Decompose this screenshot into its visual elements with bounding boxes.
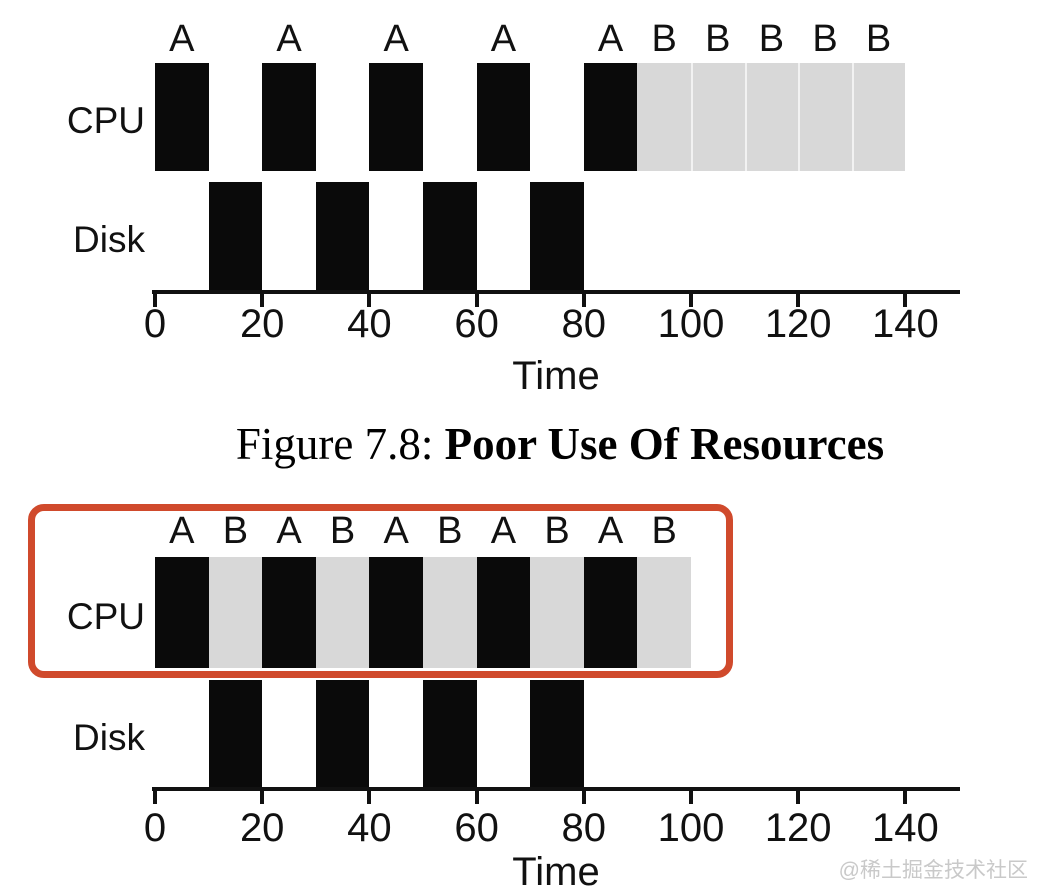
process-letter-b: B: [544, 510, 570, 552]
row-label-disk: Disk: [73, 219, 145, 260]
cpu-block-process-a: [583, 63, 638, 171]
process-letter-b: B: [865, 18, 892, 60]
cpu-block-process-b: [530, 557, 584, 668]
cpu-block-process-b: [798, 63, 852, 171]
axis-tick: [796, 787, 801, 804]
process-letter-a: A: [597, 18, 624, 60]
axis-title-time: Time: [512, 850, 600, 894]
process-letter-a: A: [597, 510, 624, 552]
figure-title: Poor Use Of Resources: [444, 419, 885, 469]
axis-tick-label: 60: [454, 302, 499, 346]
process-letter-b: B: [651, 18, 677, 60]
cpu-block-process-a: [155, 557, 209, 668]
cpu-block-process-b: [744, 63, 799, 171]
axis-tick: [153, 290, 157, 307]
axis-tick-label: 100: [657, 302, 725, 346]
axis-tick-label: 140: [872, 806, 939, 850]
axis-tick: [689, 787, 693, 804]
axis-tick-label: 20: [239, 302, 285, 346]
time-axis-line: [152, 787, 960, 791]
watermark-text: @稀土掘金技术社区: [838, 859, 1028, 882]
axis-tick: [153, 787, 157, 804]
process-letter-b: B: [651, 510, 677, 552]
cpu-block-process-a: [155, 63, 209, 171]
axis-tick: [903, 787, 908, 804]
axis-tick-label: 40: [347, 806, 392, 850]
cpu-block-process-a: [369, 63, 423, 171]
axis-tick: [581, 290, 586, 307]
cpu-block-process-b: [851, 63, 906, 171]
process-letter-b: B: [812, 18, 838, 60]
process-letter-b: B: [437, 510, 463, 552]
axis-tick-label: 120: [764, 302, 832, 346]
cpu-block-process-a: [583, 557, 638, 668]
disk-block-process-a: [208, 182, 263, 290]
axis-tick: [581, 787, 586, 804]
axis-tick-label: 80: [561, 302, 607, 346]
cpu-block-process-a: [262, 557, 316, 668]
axis-tick: [367, 290, 372, 307]
cpu-row-highlight-box: [28, 504, 733, 678]
disk-block-process-a: [208, 680, 263, 787]
figure-number: Figure 7.8:: [235, 419, 445, 469]
axis-tick-label: 80: [561, 806, 607, 850]
row-label-cpu: CPU: [66, 100, 145, 141]
process-letter-a: A: [490, 18, 517, 60]
cpu-block-process-a: [369, 557, 423, 668]
cpu-block-process-b: [637, 557, 691, 668]
row-label-disk: Disk: [73, 716, 145, 758]
disk-block-process-a: [423, 182, 477, 290]
process-letter-a: A: [490, 510, 517, 552]
axis-tick: [260, 787, 265, 804]
axis-tick-label: 60: [454, 806, 499, 850]
row-label-cpu: CPU: [66, 595, 145, 637]
axis-tick: [796, 290, 801, 307]
axis-tick: [474, 787, 479, 804]
process-letter-b: B: [705, 18, 731, 60]
cpu-block-process-a: [476, 63, 531, 171]
axis-tick-label: 20: [239, 806, 285, 850]
axis-tick: [260, 290, 265, 307]
axis-tick-label: 0: [143, 806, 167, 850]
cpu-block-process-b: [208, 557, 263, 668]
cpu-block-process-a: [476, 557, 531, 668]
process-letter-b: B: [329, 510, 356, 552]
axis-tick-label: 40: [347, 302, 392, 346]
process-letter-a: A: [383, 510, 409, 552]
process-letter-b: B: [758, 18, 785, 60]
disk-block-process-a: [315, 182, 370, 290]
axis-tick-label: 120: [764, 806, 832, 850]
cpu-block-process-b: [315, 557, 370, 668]
cpu-block-process-b: [637, 63, 691, 171]
process-letter-a: A: [169, 18, 195, 60]
axis-tick-label: 100: [657, 806, 725, 850]
time-axis-line: [152, 290, 960, 294]
cpu-block-process-a: [262, 63, 316, 171]
disk-block-process-a: [423, 680, 477, 787]
axis-tick: [689, 290, 693, 307]
axis-tick-label: 140: [872, 302, 939, 346]
process-letter-a: A: [276, 510, 302, 552]
figure-caption: Figure 7.8: Poor Use Of Resources: [80, 414, 1040, 474]
axis-tick: [903, 290, 908, 307]
axis-tick: [474, 290, 479, 307]
cpu-block-process-b: [691, 63, 745, 171]
cpu-block-process-b: [423, 557, 477, 668]
process-letter-a: A: [169, 510, 195, 552]
axis-title-time: Time: [512, 354, 600, 398]
process-letter-a: A: [276, 18, 302, 60]
disk-block-process-a: [315, 680, 370, 787]
disk-block-process-a: [530, 182, 584, 290]
process-letter-a: A: [383, 18, 409, 60]
disk-block-process-a: [530, 680, 584, 787]
process-letter-b: B: [222, 510, 249, 552]
axis-tick-label: 0: [143, 302, 167, 346]
axis-tick: [367, 787, 372, 804]
